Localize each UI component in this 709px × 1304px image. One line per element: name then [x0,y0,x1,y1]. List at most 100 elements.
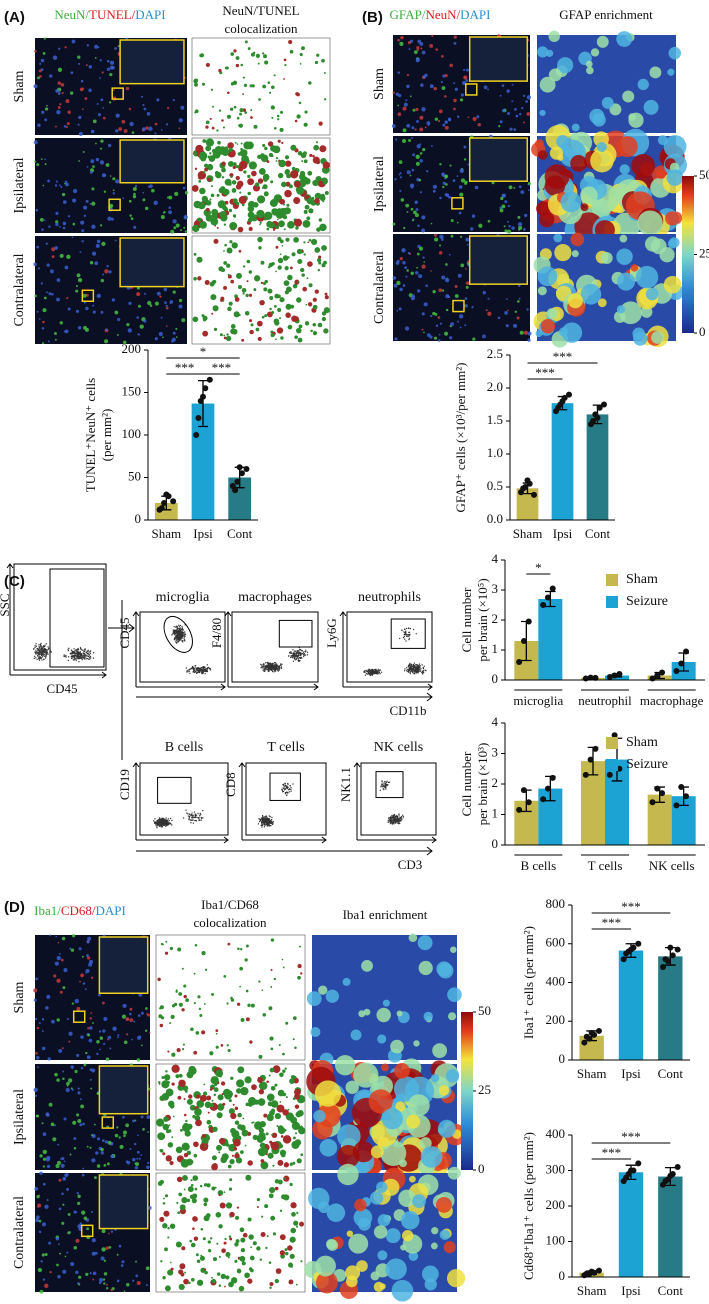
cell [94,261,99,266]
blob [373,1225,388,1239]
cell [464,304,468,308]
event [81,655,83,657]
cell [122,1003,127,1008]
cell [259,223,261,226]
cell [283,1175,290,1182]
event [264,665,266,668]
cell [265,1246,268,1250]
channel-heading: GFAP/NeuN/DAPI [390,7,491,22]
cell [258,168,266,175]
cell [294,335,298,339]
cell [392,276,397,280]
cell [474,185,479,190]
blob [398,1189,416,1208]
cell [76,1192,80,1195]
cell [190,1179,193,1182]
cell [215,1029,219,1033]
event [40,653,42,656]
event [176,639,178,641]
cell [248,161,257,170]
event [86,653,89,655]
cell [304,321,310,326]
event [266,668,268,671]
cell [181,1008,185,1012]
event [168,823,170,825]
cell [285,237,290,242]
event [260,824,263,826]
cell [147,1206,152,1210]
event [369,671,371,673]
event [169,822,171,824]
cell [123,1134,126,1138]
blob [644,236,661,252]
event [156,825,158,827]
blob [380,1140,407,1167]
event [270,662,272,664]
cell [39,1154,43,1158]
cell [236,1002,241,1006]
cell [97,113,102,117]
roi [101,1116,115,1129]
cell [112,192,116,195]
event [206,667,209,669]
event [40,651,42,653]
event [162,820,164,822]
cell [92,1271,97,1276]
cell [136,292,141,297]
cell [180,1272,185,1277]
cell [392,126,395,129]
cell [303,159,308,164]
event [36,647,38,650]
cell [300,972,303,975]
event [72,656,74,658]
axis-arrow [242,836,327,844]
cell [448,195,452,199]
event [202,670,204,673]
event [202,817,204,819]
event [372,668,374,671]
blob [337,1163,359,1186]
cell [34,1094,38,1098]
blob [382,1178,400,1196]
cell [258,246,262,250]
cell [69,91,74,95]
cell [57,1274,61,1279]
event [177,631,179,633]
cell [39,1289,44,1294]
cell [215,1069,224,1078]
cell [215,1045,219,1049]
cell [312,156,320,164]
cell [238,123,243,128]
cell [35,208,39,212]
event [416,666,418,669]
cell [141,95,144,98]
cell [96,1052,99,1056]
cell [259,221,262,224]
event [159,818,161,820]
cell [194,82,199,87]
cell [102,107,105,109]
cell [303,209,308,214]
blob [348,1233,369,1254]
event [175,626,177,628]
cell [258,1076,260,1079]
cell [69,947,72,950]
cell [140,1011,144,1015]
blob [326,1238,337,1250]
cell [216,226,219,229]
event [183,636,186,638]
event [414,673,416,675]
cell [176,1047,181,1053]
cell [159,1149,162,1152]
cell [110,1154,115,1159]
cell [199,187,206,195]
cell [301,46,305,51]
event [295,654,297,656]
cell [419,42,424,46]
cell [204,163,209,168]
event [416,667,418,669]
cell [146,1165,150,1170]
cell [86,954,89,957]
event [187,671,189,673]
cell [41,110,45,114]
